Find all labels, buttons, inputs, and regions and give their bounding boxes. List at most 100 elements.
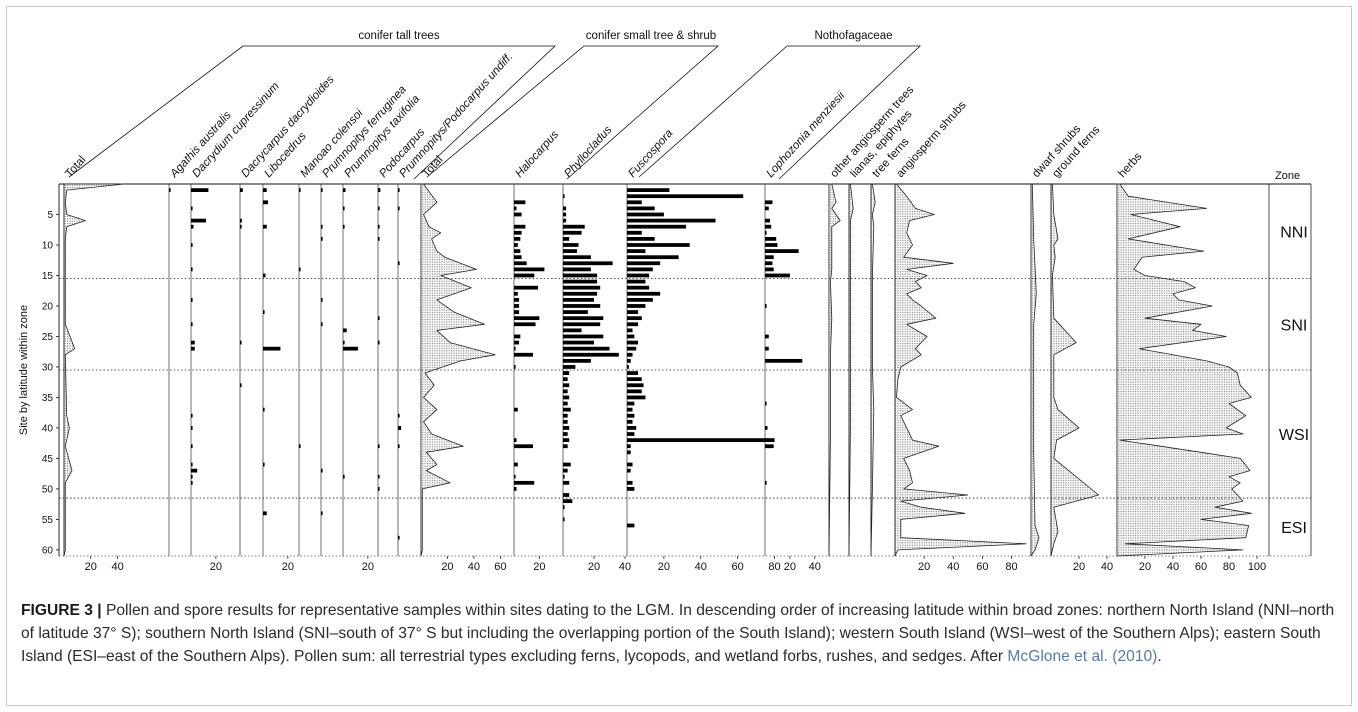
y-tick-label: 5 xyxy=(47,210,53,221)
bar-libocedrus xyxy=(263,200,268,205)
column-manoao xyxy=(299,188,301,449)
bar-podocarpus xyxy=(378,316,380,321)
bar-fuscospora xyxy=(627,413,635,418)
bar-lophozonia xyxy=(765,230,767,235)
bar-halocarpus xyxy=(514,261,527,266)
bar-dacrydium xyxy=(191,444,193,449)
bar-fuscospora xyxy=(627,407,633,412)
bar-phyllocladus xyxy=(563,328,582,333)
y-tick-label: 10 xyxy=(42,240,54,251)
bar-dacrydium xyxy=(191,474,193,479)
group-label: conifer small tree & shrub xyxy=(586,30,716,42)
column-phyllocladus: 20 40 xyxy=(563,194,631,573)
bar-fuscospora xyxy=(627,462,633,467)
bar-prum-podo xyxy=(398,261,400,266)
bar-halocarpus xyxy=(514,352,533,357)
bar-phyllocladus xyxy=(563,419,568,424)
bar-phyllocladus xyxy=(563,493,570,497)
bar-phyllocladus xyxy=(563,212,567,217)
x-tick-label: 20 xyxy=(1139,561,1151,573)
figure-label: FIGURE 3 | xyxy=(21,602,102,619)
bar-halocarpus xyxy=(514,462,518,467)
bar-prum-tax xyxy=(343,224,345,229)
bar-dacrydium xyxy=(191,297,193,302)
bar-dacrydium xyxy=(191,480,193,485)
bar-fuscospora xyxy=(627,468,631,473)
bar-fuscospora xyxy=(627,346,637,351)
column-title-dacrycarpus: Dacrycarpus dacrydioides xyxy=(239,73,337,180)
bar-fuscospora xyxy=(627,285,650,290)
x-tick-label: 40 xyxy=(947,561,959,573)
bar-phyllocladus xyxy=(563,322,601,327)
bar-fuscospora xyxy=(627,371,639,375)
caption-citation-link[interactable]: McGlone et al. (2010) xyxy=(1007,648,1158,665)
bar-phyllocladus xyxy=(563,389,568,394)
bar-podocarpus xyxy=(378,206,380,211)
bar-phyllocladus xyxy=(563,517,565,522)
bar-lophozonia xyxy=(765,401,767,406)
bar-dacrydium xyxy=(191,206,193,211)
bar-phyllocladus xyxy=(563,407,571,412)
bar-phyllocladus xyxy=(563,218,567,223)
bar-phyllocladus xyxy=(563,340,594,345)
bar-prum-ferr xyxy=(321,322,323,327)
bar-halocarpus xyxy=(514,291,518,296)
bar-halocarpus xyxy=(514,273,535,278)
bar-fuscospora xyxy=(627,255,679,260)
bar-lophozonia xyxy=(765,249,799,253)
column-other-angio xyxy=(828,183,841,557)
bar-lophozonia xyxy=(765,273,790,278)
bar-fuscospora xyxy=(627,279,646,284)
bar-manoao xyxy=(299,444,301,449)
x-tick-label: 20 xyxy=(1073,561,1085,573)
bar-dacrydium xyxy=(191,468,198,473)
area-angio-shrubs xyxy=(894,183,1027,557)
bar-podocarpus xyxy=(378,224,380,229)
bar-halocarpus xyxy=(514,340,520,345)
bar-lophozonia xyxy=(765,255,774,260)
zone-label-nni: NNI xyxy=(1280,224,1308,241)
bar-lophozonia xyxy=(765,267,774,272)
bar-fuscospora xyxy=(627,401,635,406)
bar-prum-ferr xyxy=(321,297,323,302)
bar-podocarpus xyxy=(378,340,380,345)
bar-prum-podo xyxy=(398,188,400,192)
group-bracket: conifer small tree & shrub xyxy=(426,30,720,180)
bar-lophozonia xyxy=(765,334,769,339)
x-tick-label: 40 xyxy=(1101,561,1113,573)
area-lianas xyxy=(848,183,854,557)
bar-halocarpus xyxy=(514,206,517,211)
column-lophozonia: 20 40 xyxy=(765,200,821,573)
bar-fuscospora xyxy=(627,438,775,443)
y-tick-label: 45 xyxy=(42,454,54,465)
bar-phyllocladus xyxy=(563,383,570,388)
bar-podocarpus xyxy=(378,188,381,192)
bar-prum-tax xyxy=(343,340,345,345)
area-dwarf-shrubs xyxy=(1030,183,1040,557)
bar-halocarpus xyxy=(514,365,516,369)
bar-phyllocladus xyxy=(563,377,568,382)
bar-dacrydium xyxy=(191,243,193,247)
bar-libocedrus xyxy=(263,511,267,516)
bar-lophozonia xyxy=(765,206,769,211)
bar-dacrydium xyxy=(191,218,206,223)
bar-fuscospora xyxy=(627,322,639,327)
bar-fuscospora xyxy=(627,352,633,357)
bar-prum-ferr xyxy=(321,224,323,229)
bar-dacrydium xyxy=(191,346,195,351)
bar-phyllocladus xyxy=(563,432,568,436)
bar-phyllocladus xyxy=(563,291,598,296)
x-tick-label: 20 xyxy=(362,561,374,573)
bar-dacrydium xyxy=(191,413,193,418)
column-prum-tax: 20 xyxy=(343,188,374,573)
bar-halocarpus xyxy=(514,243,518,247)
x-tick-label: 20 xyxy=(441,561,453,573)
column-title-herbs: herbs xyxy=(1116,150,1144,180)
bar-libocedrus xyxy=(263,462,265,467)
bar-fuscospora xyxy=(627,389,642,394)
bar-halocarpus xyxy=(514,474,516,479)
bar-phyllocladus xyxy=(563,444,568,449)
area-tree-ferns xyxy=(870,183,876,557)
bar-halocarpus xyxy=(514,322,536,327)
bar-fuscospora xyxy=(627,243,690,247)
